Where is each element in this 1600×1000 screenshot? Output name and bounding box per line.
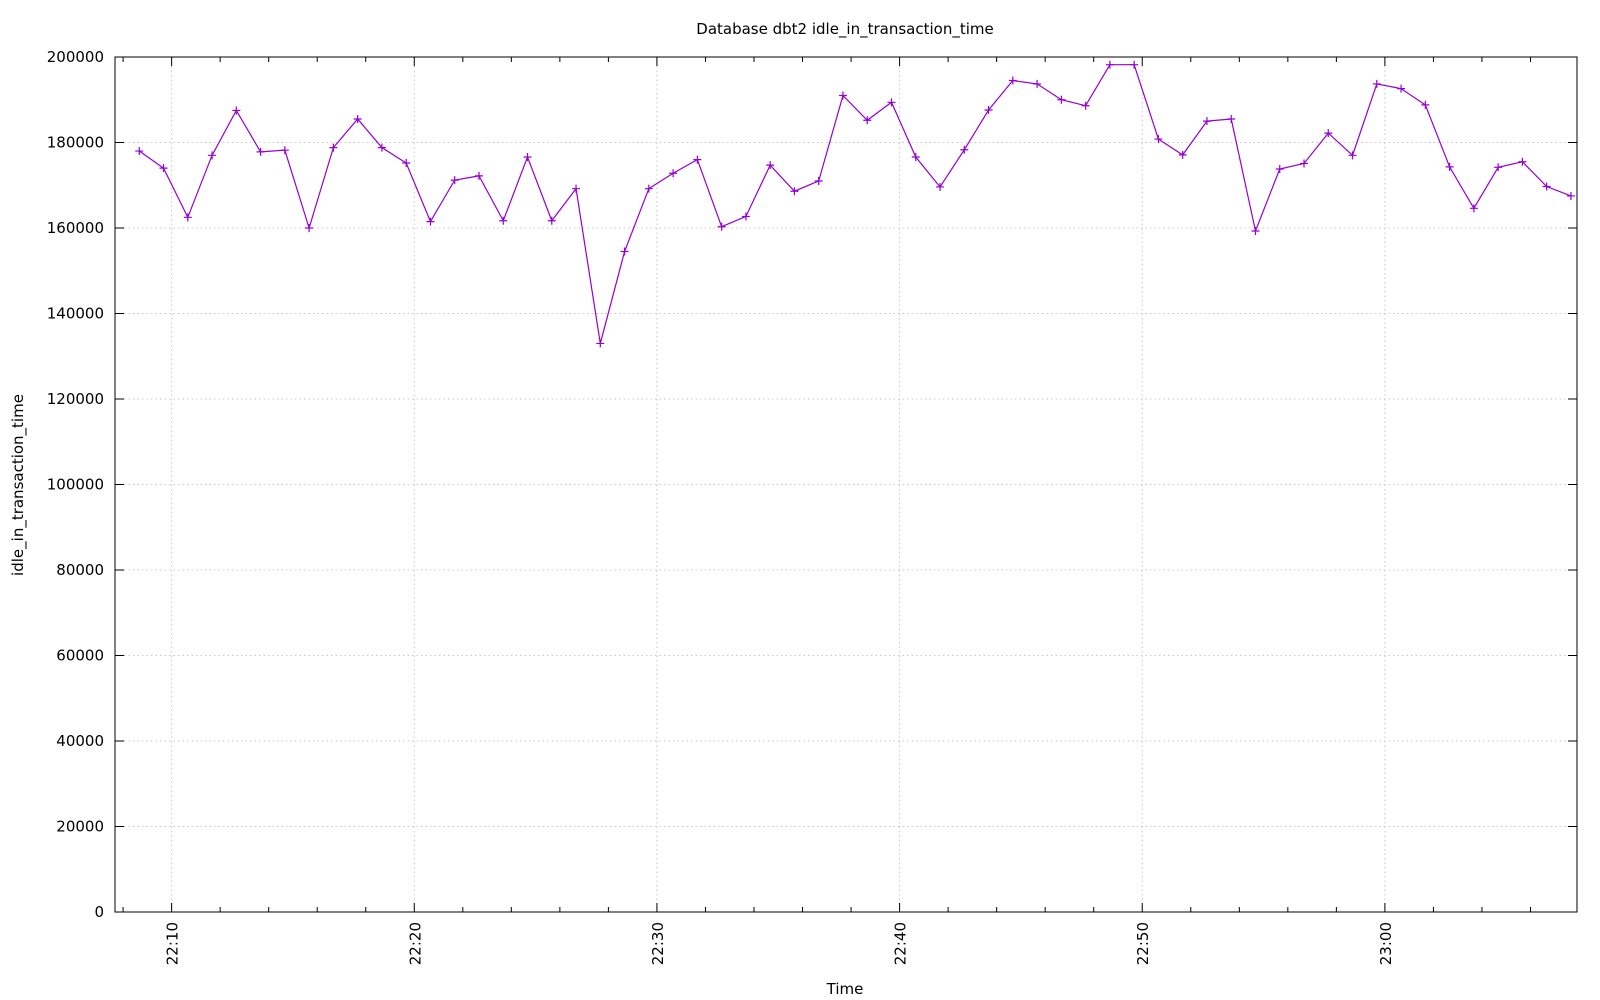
data-point	[256, 147, 265, 156]
x-axis-ticks: 22:10 22:20 22:30 22:40 22:50 23:00	[122, 57, 1531, 965]
data-point	[766, 161, 775, 170]
chart-title: Database dbt2 idle_in_transaction_time	[696, 20, 993, 39]
y-axis-label: idle_in_transaction_time	[9, 394, 28, 576]
data-point	[1105, 60, 1114, 69]
x-tick-label: 22:40	[892, 922, 910, 965]
data-point	[232, 106, 241, 115]
data-point	[572, 184, 581, 193]
data-point	[790, 187, 799, 196]
data-point	[1469, 204, 1478, 213]
data-point	[135, 147, 144, 156]
data-point	[499, 216, 508, 225]
x-tick-label: 22:30	[649, 922, 667, 965]
data-point	[1421, 100, 1430, 109]
data-point	[547, 216, 556, 225]
data-point	[1542, 182, 1551, 191]
data-point	[426, 217, 435, 226]
y-tick-label: 140000	[47, 305, 104, 323]
y-tick-label: 100000	[47, 476, 104, 494]
data-point	[644, 184, 653, 193]
data-point	[1300, 159, 1309, 168]
data-point	[1057, 95, 1066, 104]
data-point	[814, 176, 823, 185]
data-point	[838, 91, 847, 100]
data-point	[1178, 150, 1187, 159]
y-tick-label: 40000	[56, 732, 104, 750]
y-tick-label: 180000	[47, 134, 104, 152]
y-tick-label: 80000	[56, 561, 104, 579]
data-point	[1008, 76, 1017, 85]
data-point	[1202, 117, 1211, 126]
data-point	[693, 155, 702, 164]
data-point	[717, 222, 726, 231]
data-point	[402, 159, 411, 168]
plot-frame	[114, 56, 1578, 913]
series-line	[138, 64, 1572, 344]
grid-lines	[115, 57, 1577, 912]
y-tick-label: 20000	[56, 818, 104, 836]
x-tick-label: 23:00	[1377, 922, 1395, 965]
y-tick-label: 120000	[47, 390, 104, 408]
data-point	[1494, 163, 1503, 172]
y-tick-label: 0	[94, 903, 104, 921]
data-point	[911, 153, 920, 162]
data-point	[1324, 129, 1333, 138]
data-point	[596, 339, 605, 348]
data-point	[1227, 114, 1236, 123]
data-point	[1130, 60, 1139, 69]
data-point	[741, 212, 750, 221]
data-point	[183, 213, 192, 222]
x-axis-label: Time	[826, 980, 864, 998]
y-tick-label: 60000	[56, 647, 104, 665]
data-point	[1348, 151, 1357, 160]
data-point	[1251, 226, 1260, 235]
data-point	[960, 145, 969, 154]
data-point	[377, 143, 386, 152]
data-point	[669, 169, 678, 178]
data-point	[1154, 135, 1163, 144]
data-point	[984, 106, 993, 115]
data-point	[936, 182, 945, 191]
data-point	[1518, 157, 1527, 166]
data-point	[159, 164, 168, 173]
data-point	[474, 171, 483, 180]
data-point	[450, 176, 459, 185]
data-point	[1397, 84, 1406, 93]
x-tick-label: 22:50	[1134, 922, 1152, 965]
data-point	[1275, 165, 1284, 174]
y-tick-label: 160000	[47, 219, 104, 237]
y-axis-ticks: 0 20000 40000 60000 80000 100000 120000 140000 1…	[47, 48, 1577, 921]
x-tick-label: 22:10	[164, 922, 182, 965]
data-point	[1566, 191, 1575, 200]
series-group	[135, 60, 1575, 348]
data-point	[863, 116, 872, 125]
data-point	[208, 151, 217, 160]
data-point	[305, 224, 314, 232]
data-point	[329, 143, 338, 152]
data-point	[1372, 79, 1381, 88]
data-point	[1445, 162, 1454, 171]
data-point	[620, 247, 629, 256]
data-point	[280, 146, 289, 155]
x-tick-label: 22:20	[406, 922, 424, 965]
data-point	[353, 114, 362, 123]
data-point	[887, 98, 896, 107]
y-tick-label: 200000	[47, 48, 104, 66]
data-point	[1081, 101, 1090, 110]
data-point	[1033, 79, 1042, 88]
data-point	[523, 153, 532, 162]
